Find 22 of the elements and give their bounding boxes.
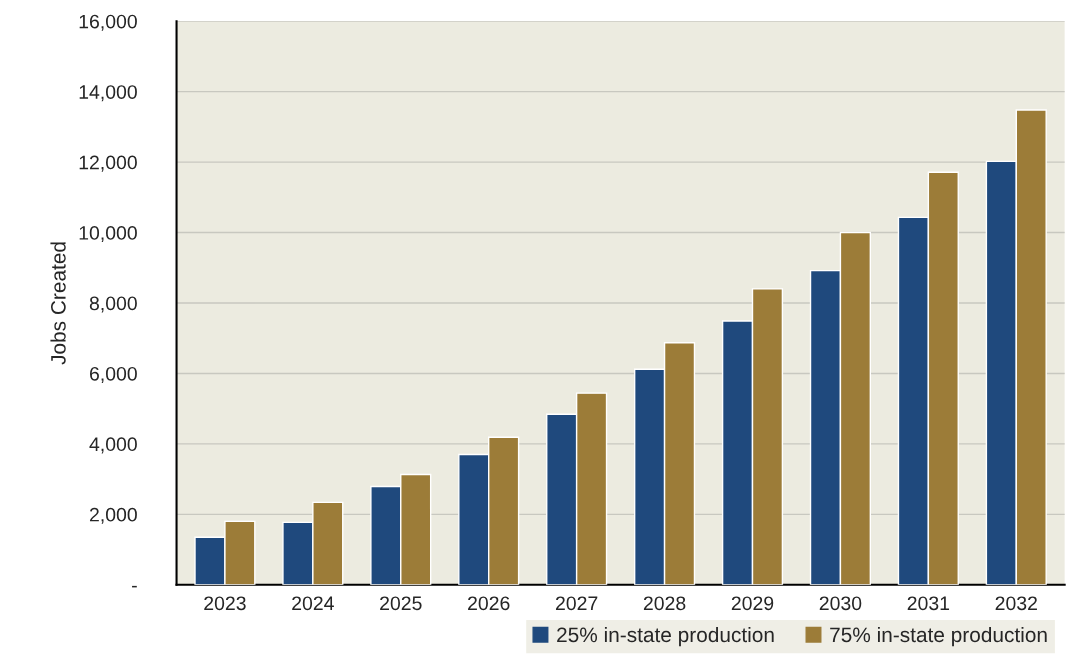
x-tick-label: 2023 xyxy=(204,596,246,611)
x-tick-label: 2029 xyxy=(731,596,774,611)
x-tick-label: 2025 xyxy=(380,596,422,611)
x-tick-label: 2030 xyxy=(819,596,862,611)
x-tick-label: 2031 xyxy=(907,596,950,611)
x-tick-label: 2032 xyxy=(995,596,1037,611)
y-tick-label: 8,000 xyxy=(89,296,137,313)
y-tick-label: 12,000 xyxy=(79,155,137,172)
y-tick-label: 2,000 xyxy=(89,507,137,524)
x-tick-label: 2026 xyxy=(468,596,510,611)
x-tick-label: 2024 xyxy=(292,596,334,611)
legend-label: 75% in-state production xyxy=(830,626,1047,647)
x-tick-label: 2028 xyxy=(643,596,686,611)
x-tick-label: 2027 xyxy=(555,596,598,611)
legend-label: 25% in-state production xyxy=(557,626,774,647)
y-tick-label: 4,000 xyxy=(89,437,137,454)
y-tick-label: 16,000 xyxy=(79,14,137,31)
y-axis-title: Jobs Created xyxy=(50,242,66,365)
y-tick-label: 10,000 xyxy=(79,226,137,243)
y-tick-label: 14,000 xyxy=(79,85,137,102)
y-tick-label: 6,000 xyxy=(89,366,137,383)
y-tick-label: - xyxy=(132,585,137,588)
